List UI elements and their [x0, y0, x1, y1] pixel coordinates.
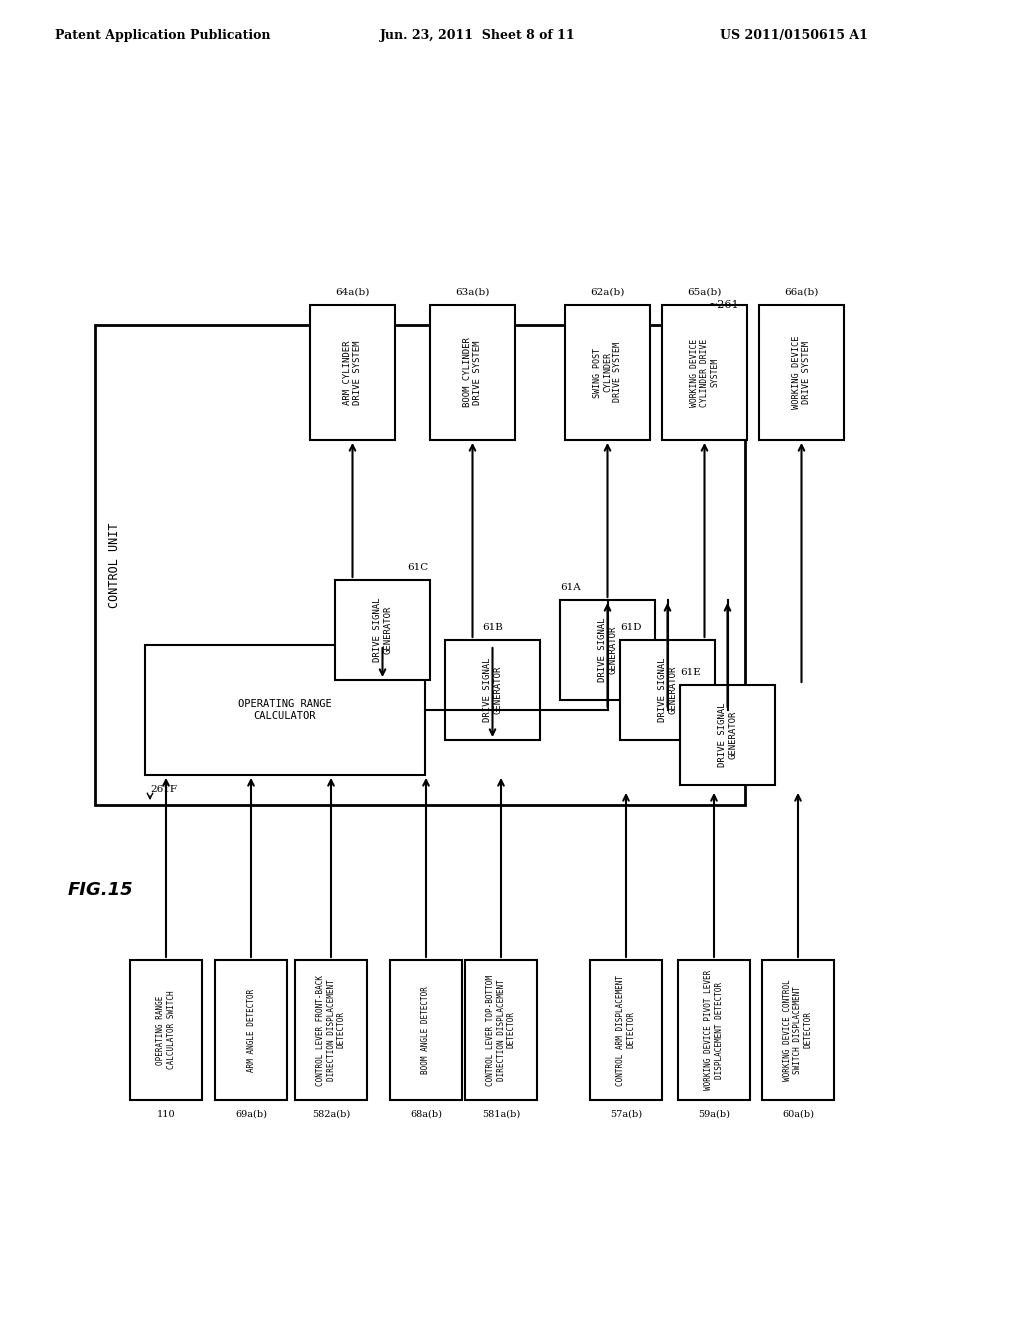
Text: US 2011/0150615 A1: US 2011/0150615 A1	[720, 29, 868, 41]
Text: WORKING DEVICE
CYLINDER DRIVE
SYSTEM: WORKING DEVICE CYLINDER DRIVE SYSTEM	[689, 338, 720, 407]
FancyBboxPatch shape	[680, 685, 775, 785]
FancyBboxPatch shape	[445, 640, 540, 741]
Text: 64a(b): 64a(b)	[335, 288, 370, 297]
Text: DRIVE SIGNAL
GENERATOR: DRIVE SIGNAL GENERATOR	[657, 657, 677, 722]
Text: FIG.15: FIG.15	[68, 880, 133, 899]
FancyBboxPatch shape	[390, 960, 462, 1100]
Text: DRIVE SIGNAL
GENERATOR: DRIVE SIGNAL GENERATOR	[482, 657, 502, 722]
FancyBboxPatch shape	[145, 645, 425, 775]
FancyBboxPatch shape	[678, 960, 750, 1100]
Text: Patent Application Publication: Patent Application Publication	[55, 29, 270, 41]
FancyBboxPatch shape	[560, 601, 655, 700]
FancyBboxPatch shape	[130, 960, 202, 1100]
Text: 61B: 61B	[482, 623, 503, 632]
FancyBboxPatch shape	[95, 325, 745, 805]
Text: DRIVE SIGNAL
GENERATOR: DRIVE SIGNAL GENERATOR	[373, 598, 392, 663]
Text: 68a(b): 68a(b)	[410, 1110, 442, 1119]
Text: OPERATING RANGE
CALCULATOR: OPERATING RANGE CALCULATOR	[239, 700, 332, 721]
Text: 69a(b): 69a(b)	[234, 1110, 267, 1119]
FancyBboxPatch shape	[620, 640, 715, 741]
Text: WORKING DEVICE
DRIVE SYSTEM: WORKING DEVICE DRIVE SYSTEM	[792, 335, 811, 409]
Text: 110: 110	[157, 1110, 175, 1119]
Text: BOOM CYLINDER
DRIVE SYSTEM: BOOM CYLINDER DRIVE SYSTEM	[463, 338, 482, 408]
Text: 581a(b): 581a(b)	[482, 1110, 520, 1119]
FancyBboxPatch shape	[465, 960, 537, 1100]
Text: 61C: 61C	[407, 564, 428, 572]
Text: 582a(b): 582a(b)	[312, 1110, 350, 1119]
Text: 66a(b): 66a(b)	[784, 288, 818, 297]
Text: DRIVE SIGNAL
GENERATOR: DRIVE SIGNAL GENERATOR	[718, 702, 737, 767]
Text: 61A: 61A	[560, 583, 581, 591]
FancyBboxPatch shape	[430, 305, 515, 440]
Text: 61E: 61E	[680, 668, 700, 677]
Text: Jun. 23, 2011  Sheet 8 of 11: Jun. 23, 2011 Sheet 8 of 11	[380, 29, 575, 41]
FancyBboxPatch shape	[335, 579, 430, 680]
FancyBboxPatch shape	[662, 305, 746, 440]
Text: 65a(b): 65a(b)	[687, 288, 722, 297]
Text: CONTROL LEVER TOP-BOTTOM
DIRECTION DISPLACEMENT
DETECTOR: CONTROL LEVER TOP-BOTTOM DIRECTION DISPL…	[486, 974, 516, 1085]
Text: CONTROL LEVER FRONT-BACK
DIRECTION DISPLACEMENT
DETECTOR: CONTROL LEVER FRONT-BACK DIRECTION DISPL…	[316, 974, 346, 1085]
Text: ~261: ~261	[710, 300, 740, 310]
Text: 60a(b): 60a(b)	[782, 1110, 814, 1119]
FancyBboxPatch shape	[759, 305, 844, 440]
Text: ARM ANGLE DETECTOR: ARM ANGLE DETECTOR	[247, 989, 256, 1072]
Text: SWING POST
CYLINDER
DRIVE SYSTEM: SWING POST CYLINDER DRIVE SYSTEM	[593, 342, 623, 403]
FancyBboxPatch shape	[295, 960, 367, 1100]
Text: WORKING DEVICE PIVOT LEVER
DISPLACEMENT DETECTOR: WORKING DEVICE PIVOT LEVER DISPLACEMENT …	[705, 970, 724, 1090]
Text: 61D: 61D	[620, 623, 641, 632]
Text: WORKING DEVICE CONTROL
SWITCH DISPLACEMENT
DETECTOR: WORKING DEVICE CONTROL SWITCH DISPLACEME…	[783, 979, 813, 1081]
FancyBboxPatch shape	[590, 960, 662, 1100]
Text: DRIVE SIGNAL
GENERATOR: DRIVE SIGNAL GENERATOR	[598, 618, 617, 682]
Text: CONTROL UNIT: CONTROL UNIT	[109, 523, 122, 607]
Text: OPERATING RANGE
CALCULATOR SWITCH: OPERATING RANGE CALCULATOR SWITCH	[157, 991, 176, 1069]
FancyBboxPatch shape	[310, 305, 395, 440]
Text: 57a(b): 57a(b)	[610, 1110, 642, 1119]
Text: BOOM ANGLE DETECTOR: BOOM ANGLE DETECTOR	[422, 986, 430, 1074]
FancyBboxPatch shape	[565, 305, 650, 440]
Text: 59a(b): 59a(b)	[698, 1110, 730, 1119]
FancyBboxPatch shape	[762, 960, 834, 1100]
FancyBboxPatch shape	[215, 960, 287, 1100]
Text: 63a(b): 63a(b)	[456, 288, 489, 297]
Text: ARM CYLINDER
DRIVE SYSTEM: ARM CYLINDER DRIVE SYSTEM	[343, 341, 362, 405]
Text: CONTROL ARM DISPLACEMENT
DETECTOR: CONTROL ARM DISPLACEMENT DETECTOR	[616, 974, 636, 1085]
Text: 261F: 261F	[150, 785, 177, 795]
Text: 62a(b): 62a(b)	[590, 288, 625, 297]
